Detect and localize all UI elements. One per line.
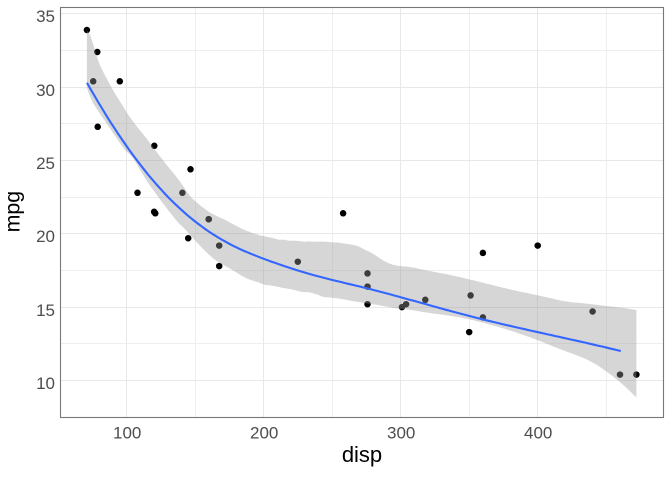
svg-text:200: 200 (250, 423, 278, 442)
svg-text:400: 400 (524, 423, 552, 442)
svg-text:30: 30 (36, 81, 55, 100)
svg-text:25: 25 (36, 154, 55, 173)
svg-text:20: 20 (36, 227, 55, 246)
svg-text:mpg: mpg (0, 191, 24, 232)
svg-text:10: 10 (36, 374, 55, 393)
svg-text:100: 100 (113, 423, 141, 442)
svg-text:300: 300 (387, 423, 415, 442)
svg-text:disp: disp (342, 442, 382, 467)
svg-text:35: 35 (36, 7, 55, 26)
svg-text:15: 15 (36, 301, 55, 320)
